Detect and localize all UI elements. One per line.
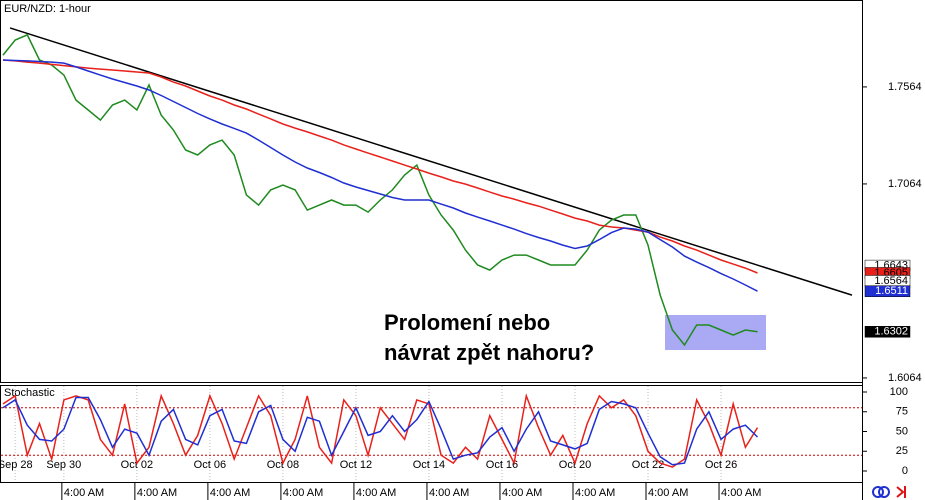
x-time-label: 4:00 AM bbox=[64, 487, 104, 499]
toolbar-icons[interactable] bbox=[872, 486, 906, 498]
annotation: Prolomení nebo bbox=[384, 310, 550, 335]
icon[interactable] bbox=[896, 486, 906, 498]
icon[interactable] bbox=[872, 486, 884, 498]
y-tick-label: 0 bbox=[902, 465, 908, 477]
x-time-label: 4:00 AM bbox=[721, 487, 761, 499]
x-tick-label: Oct 12 bbox=[340, 459, 372, 471]
y-tick-label: 1.6064 bbox=[888, 372, 922, 384]
series-line bbox=[2, 59, 758, 292]
x-tick-label: Oct 02 bbox=[121, 459, 153, 471]
x-tick-label: Oct 06 bbox=[194, 459, 226, 471]
x-tick-label: Sep 30 bbox=[46, 459, 81, 471]
y-tick-label: 75 bbox=[896, 406, 908, 418]
price-tag-label: 1.6564 bbox=[874, 275, 908, 287]
price-tag-label: 1.6511 bbox=[875, 285, 908, 297]
chart-title: EUR/NZD: 1-hour bbox=[4, 3, 91, 15]
x-time-label: 4:00 AM bbox=[283, 487, 323, 499]
x-time-label: 4:00 AM bbox=[137, 487, 177, 499]
y-tick-label: 25 bbox=[896, 445, 908, 457]
x-tick-label: Oct 16 bbox=[486, 459, 518, 471]
y-tick-label: 100 bbox=[890, 386, 908, 398]
x-tick-label: Oct 08 bbox=[267, 459, 299, 471]
y-tick-label: 50 bbox=[896, 425, 908, 437]
x-tick-label: Oct 22 bbox=[632, 459, 664, 471]
x-time-label: 4:00 AM bbox=[210, 487, 250, 499]
x-time-label: 4:00 AM bbox=[575, 487, 615, 499]
panel-title: Stochastic bbox=[4, 387, 55, 399]
price-tag bbox=[864, 326, 911, 338]
x-time-label: 4:00 AM bbox=[356, 487, 396, 499]
series-line bbox=[2, 396, 759, 466]
x-tick-label: Sep 28 bbox=[0, 459, 33, 471]
trendline bbox=[9, 27, 853, 296]
price-tag-label: 1.6302 bbox=[874, 326, 908, 338]
x-time-label: 4:00 AM bbox=[429, 487, 469, 499]
x-tick-label: Oct 26 bbox=[705, 459, 737, 471]
series-line bbox=[2, 33, 758, 347]
price-tag bbox=[864, 285, 911, 297]
x-tick-label: Oct 14 bbox=[413, 459, 445, 471]
icon[interactable] bbox=[878, 486, 890, 498]
highlight-box bbox=[665, 315, 766, 350]
x-time-label: 4:00 AM bbox=[502, 487, 542, 499]
series-line bbox=[2, 393, 759, 468]
annotation: návrat zpět nahoru? bbox=[384, 340, 594, 365]
x-time-label: 4:00 AM bbox=[648, 487, 688, 499]
y-tick-label: 1.7564 bbox=[888, 81, 922, 93]
y-tick-label: 1.7064 bbox=[888, 178, 922, 190]
